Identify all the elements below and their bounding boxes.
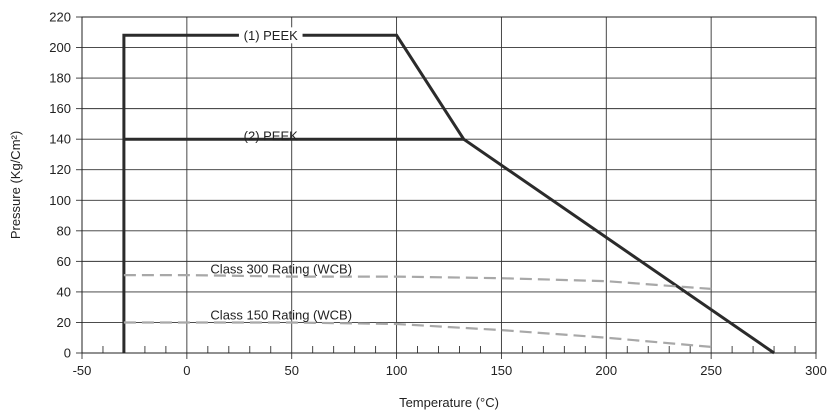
annotation-label-1: (1) PEEK: [244, 28, 299, 43]
x-tick-label: -50: [73, 363, 92, 378]
x-axis-title: Temperature (°C): [399, 395, 499, 410]
x-tick-label: 200: [595, 363, 617, 378]
x-tick-labels: -50 0 50 100 150 200 250 300: [73, 363, 827, 378]
x-tick-label: 250: [700, 363, 722, 378]
series-line-4: [123, 321, 712, 348]
x-tick-label: 0: [183, 363, 190, 378]
y-tick-label: 100: [49, 193, 71, 208]
x-tick-label: 100: [386, 363, 408, 378]
y-tick-label: 200: [49, 40, 71, 55]
y-tick-label: 80: [57, 223, 71, 238]
y-tick-label: 220: [49, 10, 71, 25]
y-tick-labels: 0 20 40 60 80 100 120 140 160 180 200 220: [49, 10, 71, 361]
y-tick-label: 20: [57, 315, 71, 330]
x-tick-label: 300: [805, 363, 827, 378]
annotations: (1) PEEK (2) PEEK Class 300 Rating (WCB) Cl…: [210, 27, 352, 322]
annotation-bg: [238, 27, 303, 44]
series-lines: [122, 33, 775, 355]
x-tick-label: 50: [284, 363, 298, 378]
y-tick-label: 0: [64, 346, 71, 361]
y-tick-label: 180: [49, 71, 71, 86]
x-tick-label: 150: [491, 363, 513, 378]
annotation-label-4: Class 150 Rating (WCB): [210, 307, 352, 322]
series-line-1: [122, 33, 775, 355]
plot-frame: [81, 16, 817, 354]
y-tick-label: 120: [49, 162, 71, 177]
y-tick-label: 60: [57, 254, 71, 269]
y-tick-label: 40: [57, 284, 71, 299]
annotation-label-3: Class 300 Rating (WCB): [210, 262, 352, 277]
y-tick-label: 160: [49, 101, 71, 116]
annotation-label-2: (2) PEEK: [244, 129, 299, 144]
series-line-3: [123, 274, 712, 290]
y-tick-label: 140: [49, 132, 71, 147]
y-axis-title: Pressure (Kg/Cm²): [8, 131, 23, 239]
grid: [82, 17, 816, 353]
